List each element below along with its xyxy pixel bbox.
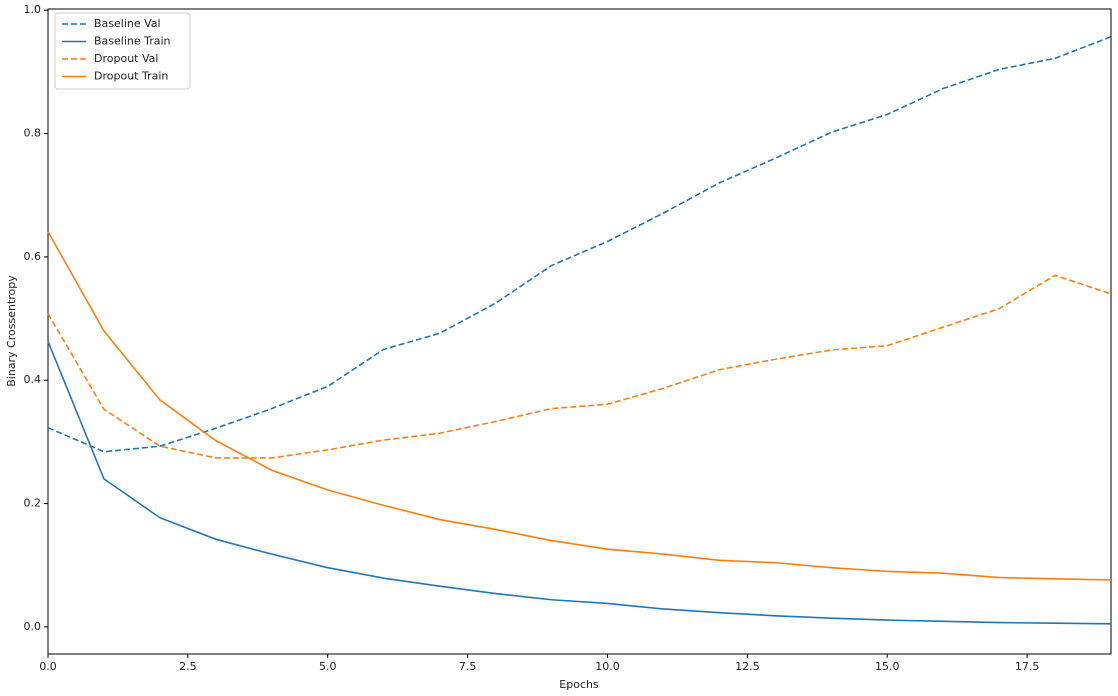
- y-tick-label: 0.8: [24, 127, 42, 140]
- line-series: [47, 274, 1112, 459]
- x-tick-label: 2.5: [179, 660, 197, 673]
- legend-label: Dropout Val: [94, 52, 158, 65]
- x-axis-label: Epochs: [559, 678, 599, 691]
- x-tick-label: 12.5: [735, 660, 760, 673]
- line-series: [47, 231, 1112, 581]
- legend-label: Dropout Train: [94, 70, 168, 83]
- x-tick-label: 15.0: [875, 660, 900, 673]
- plot-frame: [47, 8, 1112, 655]
- y-tick-label: 0.2: [24, 497, 42, 510]
- legend-box: [54, 12, 191, 90]
- x-tick-label: 7.5: [459, 660, 477, 673]
- y-tick-label: 1.0: [24, 3, 42, 16]
- y-tick-label: 0.0: [24, 620, 42, 633]
- legend-label: Baseline Val: [94, 17, 161, 30]
- x-tick-label: 17.5: [1015, 660, 1040, 673]
- line-series: [47, 36, 1112, 453]
- x-tick-label: 5.0: [319, 660, 337, 673]
- x-tick-label: 0.0: [39, 660, 57, 673]
- line-series: [47, 341, 1112, 625]
- legend-label: Baseline Train: [94, 35, 171, 48]
- y-axis-label: Binary Crossentropy: [5, 275, 18, 387]
- x-tick-label: 10.0: [595, 660, 620, 673]
- y-tick-label: 0.4: [24, 373, 42, 386]
- y-tick-label: 0.6: [24, 250, 42, 263]
